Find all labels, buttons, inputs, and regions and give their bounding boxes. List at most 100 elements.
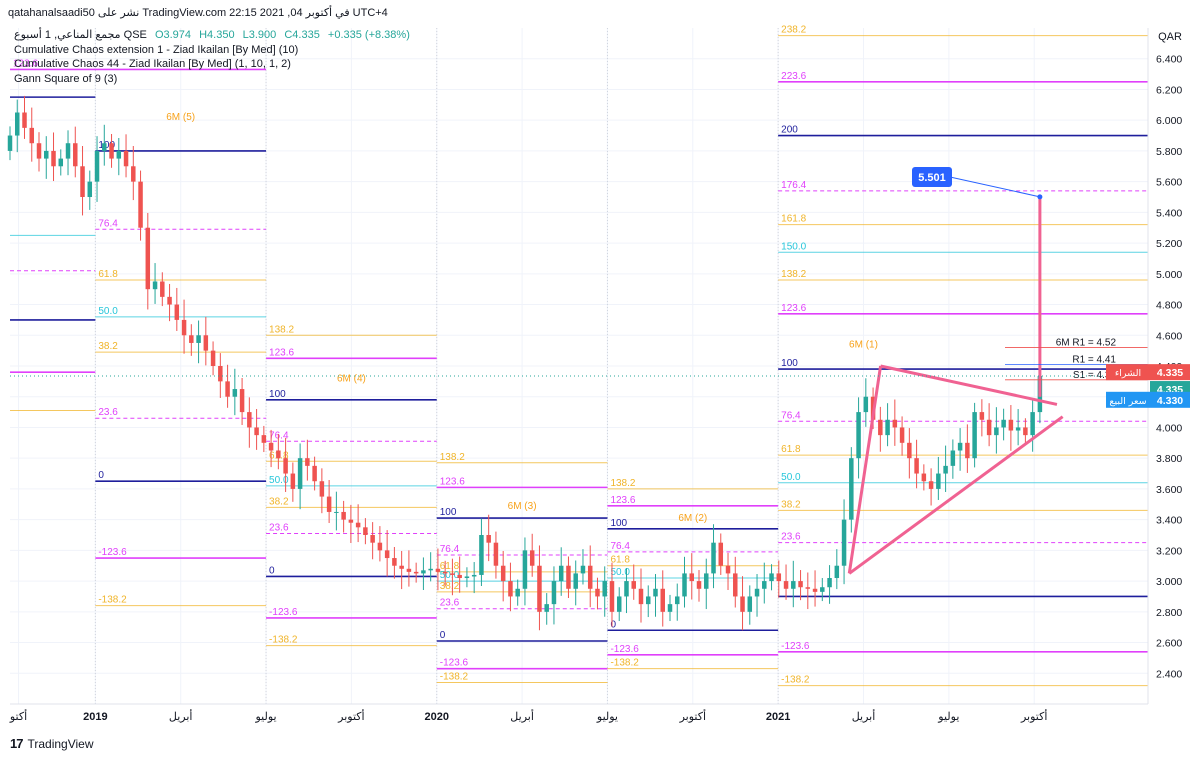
candle-body: [181, 319, 187, 336]
candle-body: [682, 573, 687, 597]
fib-level-label: -138.2: [269, 635, 298, 646]
indicator-chaos-44[interactable]: Cumulative Chaos 44 - Ziad Ikailan [By M…: [14, 58, 291, 70]
fib-level-label: -138.2: [781, 675, 810, 686]
price-tag-name-box: [1106, 364, 1150, 381]
fib-level-label: 161.8: [781, 214, 806, 225]
drawings: 5.501 6M R1 = 4.52 R1 = 4.41 S1 = 4.31: [10, 167, 1148, 575]
fib-level-label: 23.6: [269, 522, 289, 533]
candle-body: [907, 442, 912, 459]
time-tick-label: 2020: [425, 711, 449, 723]
publish-info: qatahanalsaadi50 نشر على TradingView.com…: [8, 7, 388, 19]
candle-body: [152, 281, 158, 290]
candle-body: [334, 511, 339, 513]
fib-level-label: 138.2: [269, 324, 294, 335]
fib-level-label: -138.2: [440, 671, 469, 682]
fib-level-label: -138.2: [98, 595, 127, 606]
time-tick-label: أكتوبر: [1020, 709, 1047, 723]
candle-body: [856, 412, 861, 459]
fib-level-label: -123.6: [98, 547, 127, 558]
candle-body: [174, 304, 180, 320]
candle-body: [936, 473, 941, 489]
candle-body: [399, 565, 404, 569]
triangle-upper-side: [880, 364, 1058, 406]
tradingview-logo[interactable]: 17 TradingView: [10, 736, 94, 751]
time-tick-label: أبريل: [510, 709, 534, 723]
indicator-gann-square[interactable]: Gann Square of 9 (3): [14, 72, 118, 85]
candle-body: [791, 581, 796, 589]
fib-level-label: 200: [781, 125, 798, 136]
candle-body: [754, 588, 760, 597]
candle-body: [943, 465, 948, 474]
fib-level-label: 123.6: [13, 58, 38, 69]
cycle-label: 6M (2): [678, 513, 707, 524]
candle-body: [711, 542, 716, 574]
candle-body: [747, 596, 753, 612]
fib-level-label: 0: [440, 630, 446, 641]
candle-body: [189, 335, 194, 343]
price-tag: [1150, 391, 1190, 408]
candle-body: [442, 571, 448, 574]
fib-level-label: 76.4: [269, 430, 289, 441]
candle-body: [986, 419, 992, 436]
price-tick-label: 3.200: [1156, 545, 1182, 557]
time-tick-label: يوليو: [596, 711, 618, 723]
time-tick-label: أكتوبر: [679, 709, 706, 723]
candle-body: [587, 565, 593, 589]
pivot-label: S1 = 4.31: [1073, 370, 1117, 381]
fib-level-label: 76.4: [440, 544, 460, 555]
fib-level-label: 138.2: [781, 269, 806, 280]
candle-body: [232, 389, 238, 397]
candle-body: [7, 135, 13, 151]
candle-body: [1030, 412, 1035, 436]
candle-body: [355, 522, 361, 528]
candle-body: [160, 281, 165, 297]
candle-body: [878, 419, 883, 436]
fib-level-label: 23.6: [440, 598, 460, 609]
candle-body: [138, 181, 143, 228]
candle-body: [276, 450, 281, 459]
fib-level-label: 0: [610, 619, 616, 630]
candle-body: [413, 571, 419, 574]
candle-body: [73, 143, 78, 167]
price-tick-label: 3.000: [1156, 576, 1182, 588]
candle-body: [769, 573, 774, 582]
price-tag-name: سعر البيع: [1109, 396, 1146, 407]
candle-body: [602, 581, 607, 597]
price-tick-label: 2.400: [1156, 668, 1182, 680]
candle-body: [762, 581, 767, 589]
change-value: +0.335 (+8.38%): [327, 29, 410, 41]
candle-body: [820, 587, 825, 592]
candle-body: [348, 519, 354, 523]
fib-level-label: 100: [440, 507, 457, 518]
indicator-chaos-extension[interactable]: Cumulative Chaos extension 1 - Ziad Ikai…: [14, 43, 299, 56]
symbol-name[interactable]: مجمع المناعي, 1 أسبوع QSE: [14, 29, 147, 41]
candle-body: [718, 542, 724, 566]
fib-level-label: 38.2: [440, 581, 460, 592]
candle-body: [44, 150, 49, 159]
candle-body: [210, 350, 216, 366]
fib-level-label: 123.6: [781, 303, 806, 314]
time-tick-label: أكتو: [9, 709, 27, 723]
candle-body: [80, 166, 85, 197]
candle-body: [689, 573, 695, 582]
fib-level-label: 138.2: [610, 478, 635, 489]
candle-body: [544, 604, 549, 612]
candle-body: [36, 143, 42, 159]
candle-body: [254, 427, 259, 436]
candle-body: [109, 143, 114, 159]
axes: QAR 6.400 6.200 6.000 5.800 5.600 5.400 5.200 5.…: [9, 28, 1190, 723]
candle-body: [102, 143, 107, 151]
candle-body: [675, 596, 680, 605]
close-value: C4.335: [284, 29, 320, 41]
candle-body: [660, 588, 665, 612]
candle-body: [827, 578, 832, 588]
fib-level-label: 100: [781, 358, 798, 369]
fib-level-label: 100: [610, 518, 627, 529]
cycle-label: 6M (4): [337, 373, 366, 384]
candle-body: [486, 535, 491, 543]
candle-body: [116, 150, 122, 159]
candle-body: [500, 565, 506, 582]
candle-body: [863, 396, 869, 413]
candle-body: [123, 150, 129, 167]
